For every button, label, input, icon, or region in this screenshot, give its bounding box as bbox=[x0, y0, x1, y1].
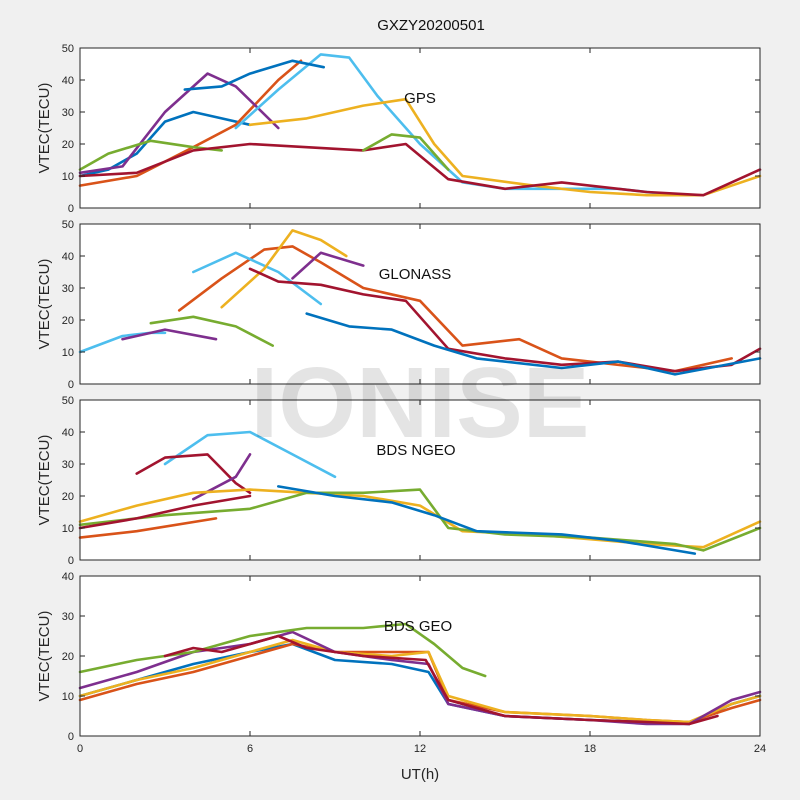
y-tick-label: 20 bbox=[62, 315, 74, 327]
series-line-6 bbox=[220, 229, 348, 309]
y-axis-label: VTEC(TECU) bbox=[36, 611, 53, 702]
y-tick-label: 20 bbox=[62, 139, 74, 151]
series-line-3 bbox=[78, 72, 280, 175]
series-line-5 bbox=[78, 488, 762, 552]
series-line-8 bbox=[183, 59, 325, 91]
x-tick-label: 18 bbox=[584, 743, 596, 755]
series-line-8 bbox=[78, 494, 252, 530]
panel-annotation: BDS GEO bbox=[384, 618, 452, 635]
x-tick-label: 6 bbox=[247, 743, 253, 755]
series-line-5 bbox=[248, 97, 762, 197]
y-tick-label: 40 bbox=[62, 251, 74, 263]
y-tick-label: 40 bbox=[62, 75, 74, 87]
series-line-9 bbox=[305, 312, 762, 376]
y-tick-label: 30 bbox=[62, 611, 74, 623]
subplot-1: 0 10 20 30 40 50 VTEC(TECU) GPS bbox=[36, 43, 762, 215]
y-tick-label: 0 bbox=[68, 379, 74, 391]
series-line-6 bbox=[163, 634, 719, 726]
subplot-3: 0 10 20 30 40 50 VTEC(TECU) BDS NGEO bbox=[36, 395, 762, 567]
y-axis-label: VTEC(TECU) bbox=[36, 259, 53, 350]
x-tick-label: 12 bbox=[414, 743, 426, 755]
series-line-7 bbox=[291, 251, 365, 280]
series-line-4 bbox=[177, 245, 733, 373]
y-tick-label: 50 bbox=[62, 219, 74, 231]
x-axis-label: UT(h) bbox=[401, 766, 439, 783]
series-line-2 bbox=[135, 453, 252, 495]
series-line-2 bbox=[121, 328, 218, 341]
y-tick-label: 10 bbox=[62, 171, 74, 183]
series-line-3 bbox=[78, 638, 762, 724]
series-line-3 bbox=[149, 315, 274, 347]
y-tick-label: 40 bbox=[62, 427, 74, 439]
y-tick-label: 0 bbox=[68, 203, 74, 215]
series-line-7 bbox=[277, 485, 697, 555]
series-line-6 bbox=[78, 517, 218, 539]
series-line-9 bbox=[362, 133, 450, 171]
x-tick-label: 0 bbox=[77, 743, 83, 755]
y-tick-label: 30 bbox=[62, 107, 74, 119]
x-tick-label: 24 bbox=[754, 743, 766, 755]
series-line-4 bbox=[234, 53, 677, 197]
series-line-7 bbox=[78, 142, 762, 197]
watermark: IONISE bbox=[251, 347, 590, 459]
y-tick-label: 10 bbox=[62, 523, 74, 535]
series-line-2 bbox=[78, 59, 303, 187]
y-tick-label: 0 bbox=[68, 731, 74, 743]
series-line-1 bbox=[163, 430, 337, 479]
y-tick-label: 10 bbox=[62, 691, 74, 703]
y-axis-label: VTEC(TECU) bbox=[36, 435, 53, 526]
panel-annotation: BDS NGEO bbox=[376, 442, 455, 459]
subplot-2: 0 10 20 30 40 50 VTEC(TECU) GLONASS bbox=[36, 219, 762, 391]
y-tick-label: 50 bbox=[62, 395, 74, 407]
y-tick-label: 20 bbox=[62, 651, 74, 663]
panel-annotation: GPS bbox=[404, 90, 436, 107]
subplot-4: 0 10 20 30 40 0 6 12 18 24 VTEC(TECU) BDS GEO bbox=[36, 571, 766, 755]
y-tick-label: 40 bbox=[62, 571, 74, 583]
y-tick-label: 20 bbox=[62, 491, 74, 503]
plot-area bbox=[80, 400, 760, 560]
y-tick-label: 30 bbox=[62, 459, 74, 471]
y-tick-label: 0 bbox=[68, 555, 74, 567]
panel-annotation: GLONASS bbox=[379, 266, 452, 283]
y-tick-label: 10 bbox=[62, 347, 74, 359]
y-axis-label: VTEC(TECU) bbox=[36, 83, 53, 174]
series-line-5 bbox=[192, 251, 323, 306]
series-line-8 bbox=[248, 267, 762, 373]
plot-area bbox=[80, 576, 760, 736]
y-tick-label: 30 bbox=[62, 283, 74, 295]
plot-area bbox=[80, 48, 760, 208]
subplot-panels: 0 10 20 30 40 50 VTEC(TECU) GPS 0 10 20 30 40 50 VTEC(… bbox=[36, 43, 766, 755]
y-tick-label: 50 bbox=[62, 43, 74, 55]
figure-title: GXZY20200501 bbox=[377, 17, 485, 34]
series-line-1 bbox=[78, 331, 167, 354]
plot-area bbox=[80, 224, 760, 384]
series-line-4 bbox=[78, 488, 762, 549]
